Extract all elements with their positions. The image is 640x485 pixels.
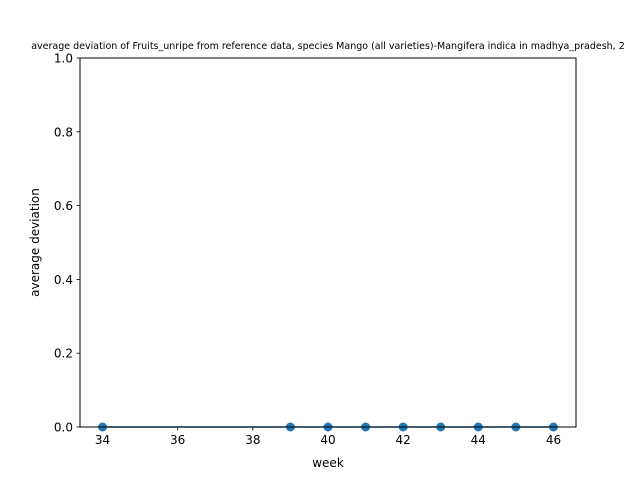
x-tick-label: 36 [170, 433, 185, 447]
x-tick-label: 42 [396, 433, 411, 447]
plot-area [80, 58, 576, 427]
y-tick-label: 0.8 [54, 125, 73, 139]
y-tick-label: 0.4 [54, 273, 73, 287]
y-tick-label: 0.0 [54, 421, 73, 435]
x-axis-ticks: 34 36 38 40 42 44 46 [95, 427, 561, 447]
y-axis-ticks: 0.0 0.2 0.4 0.6 0.8 1.0 [54, 52, 80, 435]
x-tick-label: 46 [546, 433, 561, 447]
y-tick-label: 1.0 [54, 52, 73, 66]
y-axis-label: average deviation [28, 188, 42, 297]
x-tick-label: 38 [245, 433, 260, 447]
chart-title: average deviation of Fruits_unripe from … [31, 41, 625, 52]
x-tick-label: 34 [95, 433, 110, 447]
plot-frame [79, 57, 577, 428]
y-tick-label: 0.6 [54, 199, 73, 213]
x-tick-label: 44 [471, 433, 486, 447]
y-tick-label: 0.2 [54, 347, 73, 361]
x-axis-label: week [312, 456, 344, 470]
x-tick-label: 40 [320, 433, 335, 447]
